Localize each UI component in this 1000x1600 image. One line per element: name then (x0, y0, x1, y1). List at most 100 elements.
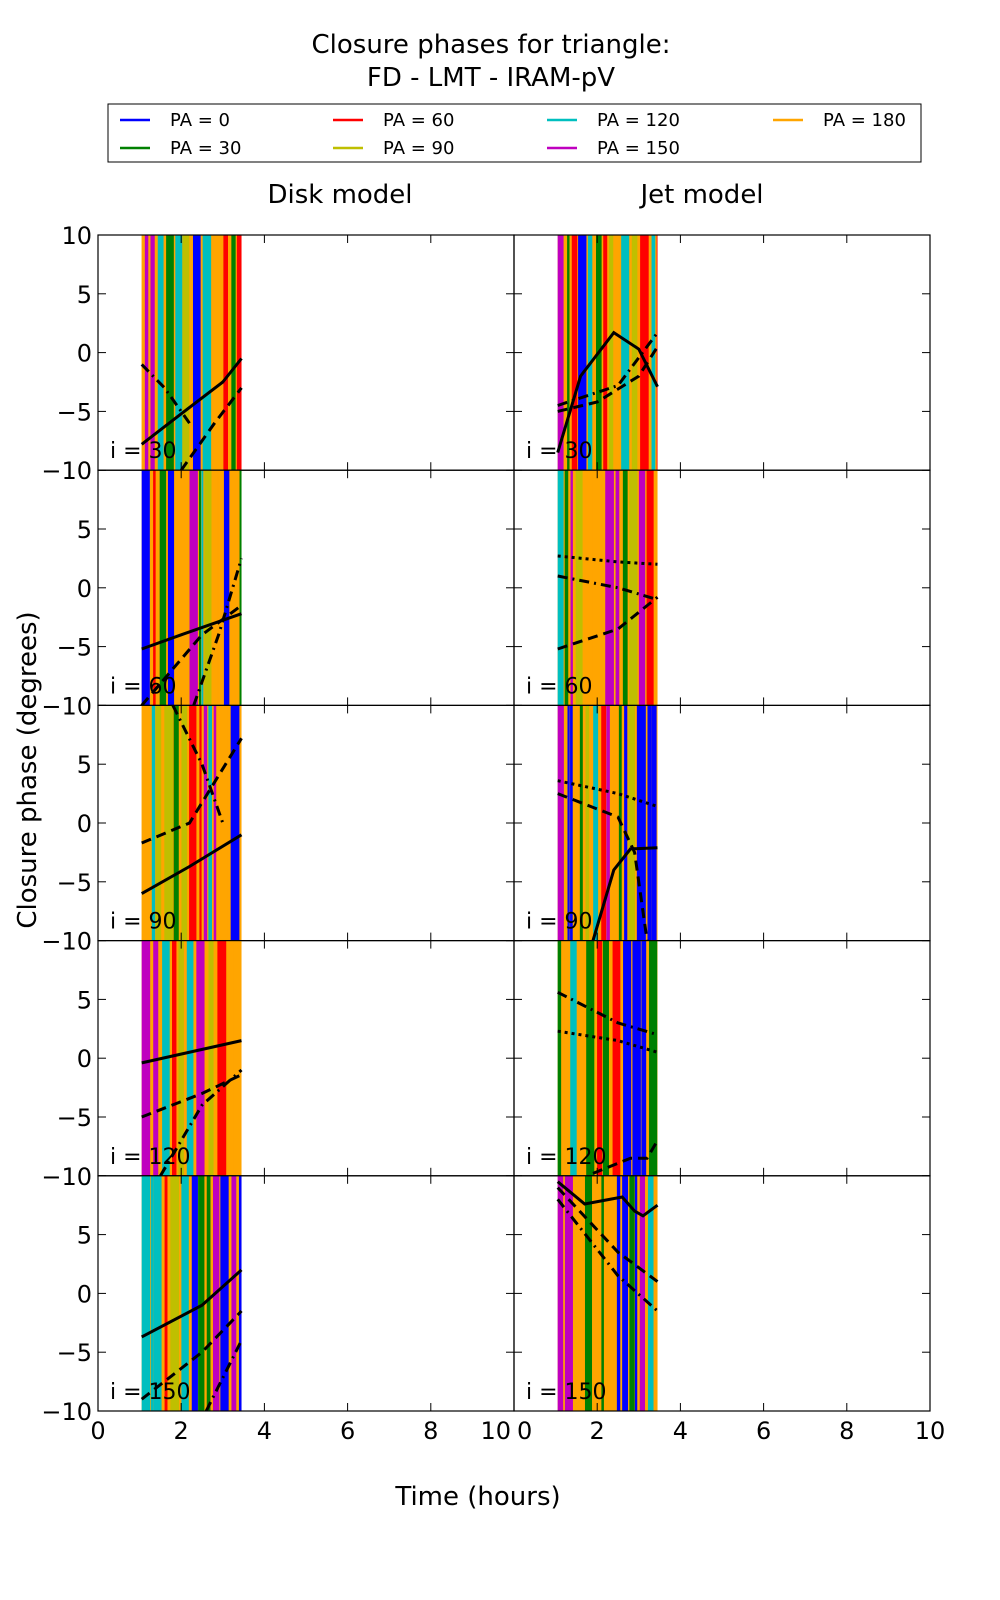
x-tick-label: 4 (673, 1417, 688, 1445)
series-line-pa180 (232, 470, 240, 706)
panel-disk-i150: −10 −5 0 5 0 2 4 6 8 10 i = 150 (41, 1175, 515, 1445)
series-line-pa0 (624, 705, 628, 941)
series-line-pa90 (181, 705, 188, 941)
series-line-pa0 (192, 235, 201, 471)
legend-label: PA = 0 (170, 110, 230, 131)
series-line-pa30 (159, 470, 167, 706)
series-line-pa30 (557, 940, 562, 1176)
series-line-pa180 (219, 705, 228, 941)
series-line-pa60 (217, 940, 227, 1176)
x-tick-label: 8 (423, 1417, 438, 1445)
plot-area (140, 1175, 243, 1412)
series-line-pa120 (175, 235, 183, 471)
series-line-pa0 (647, 705, 652, 941)
model-curve-dashed (141, 1073, 243, 1119)
series-line-pa150 (570, 470, 573, 706)
x-tick-label: 6 (340, 1417, 355, 1445)
series-line-pa120 (181, 1175, 189, 1411)
series-line-pa120 (151, 705, 156, 941)
series-line-pa150 (639, 1175, 646, 1411)
plot-area (556, 1175, 659, 1411)
model-curve-dashed (557, 792, 649, 941)
series-line-pa180 (218, 470, 224, 706)
series-line-pa90 (608, 235, 614, 471)
column-title-jet: Jet model (638, 180, 763, 210)
model-curve-dashed (557, 345, 659, 413)
legend-box (107, 103, 922, 163)
series-line-pa90 (178, 940, 184, 1176)
legend: PA = 0 PA = 30 PA = 60 PA = 90 PA = 120 PA = … (107, 103, 922, 163)
series-line-pa60 (172, 940, 177, 1176)
series-line-pa60 (199, 705, 202, 941)
series-line-pa30 (166, 235, 174, 471)
y-tick-label: −10 (41, 1398, 92, 1426)
series-line-pa180 (615, 235, 620, 471)
y-tick-label: 10 (61, 222, 92, 250)
series-line-pa120 (186, 940, 194, 1176)
series-line-pa0 (223, 470, 230, 706)
y-tick-label: −5 (57, 1339, 92, 1367)
series-line-pa150 (189, 470, 198, 706)
y-tick-label: 0 (77, 810, 92, 838)
series-line-pa150 (153, 940, 159, 1176)
panels: −10 −5 0 5 10 i = 30 i = 30 −10 −5 0 5 i = 60 i = 60… (41, 222, 945, 1445)
series-line-pa30 (579, 705, 583, 941)
series-line-pa180 (613, 705, 617, 941)
model-curve-dashed (557, 596, 659, 651)
series-line-pa180 (607, 1175, 616, 1411)
y-tick-label: −10 (41, 457, 92, 485)
model-curve-dashdot (556, 1198, 659, 1313)
series-line-pa120 (201, 470, 204, 706)
series-line-pa90 (628, 705, 635, 941)
series-line-pa30 (198, 470, 202, 706)
series-line-pa60 (656, 235, 658, 471)
series-line-pa180 (582, 470, 586, 706)
y-tick-label: −5 (57, 1104, 92, 1132)
model-curve-solid (556, 1180, 659, 1218)
series-line-pa120 (208, 705, 212, 941)
model-curve-solid (140, 833, 243, 895)
series-line-pa30 (173, 705, 179, 941)
panel-disk-i120: −10 −5 0 5 i = 120 (41, 939, 515, 1191)
series-line-pa180 (177, 470, 186, 706)
panel-jet-i90: i = 90 (513, 704, 931, 942)
model-curve-dashdot (192, 557, 243, 706)
legend-label: PA = 120 (597, 110, 680, 131)
series-line-pa150 (144, 235, 149, 471)
series-line-pa150 (606, 705, 610, 941)
series-line-pa90 (629, 470, 638, 706)
series-line-pa180 (226, 940, 231, 1176)
chart-subtitle: FD - LMT - IRAM-pV (367, 63, 615, 93)
series-line-pa180 (141, 705, 149, 941)
series-line-pa150 (231, 1175, 237, 1411)
series-line-pa30 (629, 1175, 635, 1411)
series-line-pa30 (602, 940, 609, 1176)
series-line-pa60 (612, 940, 621, 1176)
series-line-pa0 (220, 1175, 229, 1411)
series-line-pa180 (586, 470, 593, 706)
panel-jet-i60: i = 60 (513, 469, 931, 707)
series-line-pa0 (167, 470, 175, 706)
x-tick-label: 6 (756, 1417, 771, 1445)
series-line-pa60 (603, 235, 608, 471)
series-line-pa0 (141, 470, 150, 706)
series-line-pa60 (189, 705, 197, 941)
inclination-label: i = 60 (526, 674, 593, 699)
plot-area (557, 940, 659, 1176)
x-tick-label: 0 (517, 1417, 532, 1445)
series-line-pa150 (141, 940, 151, 1176)
model-curve-dashdot (557, 990, 658, 1037)
series-line-pa60 (223, 235, 228, 471)
model-curve-dashdot (159, 1068, 243, 1176)
x-tick-label: 2 (590, 1417, 605, 1445)
model-curve-solid (141, 1268, 243, 1339)
series-line-pa120 (151, 1175, 154, 1411)
model-curve-dashed (179, 386, 243, 471)
model-curve-dotted (557, 554, 658, 566)
series-line-pa180 (572, 705, 580, 941)
model-curve-dashed (556, 1186, 659, 1283)
series-line-pa60 (164, 1175, 168, 1411)
plot-area (140, 470, 243, 706)
y-axis-label: Closure phase (degrees) (13, 611, 43, 928)
series-line-pa60 (236, 235, 242, 471)
